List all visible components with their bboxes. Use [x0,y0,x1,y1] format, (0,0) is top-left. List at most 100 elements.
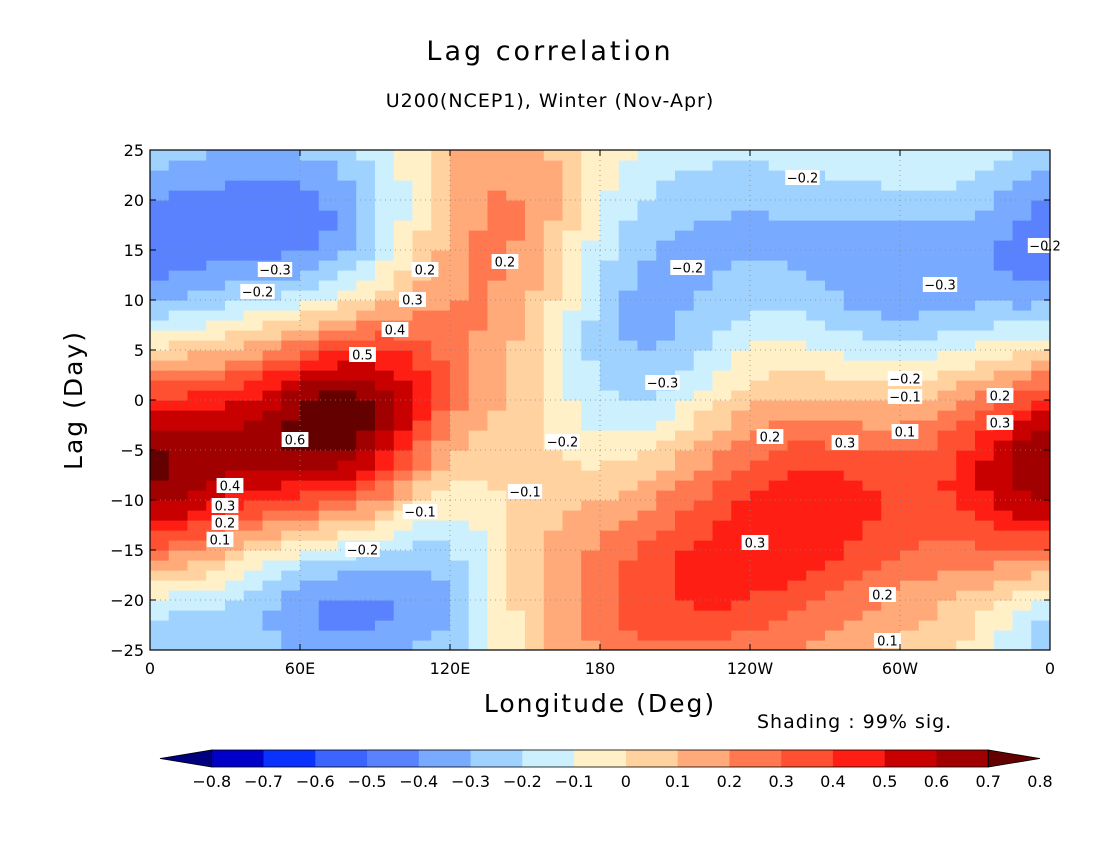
heat-cell [356,640,376,650]
heat-cell [412,320,432,331]
heat-cell [318,290,339,301]
heat-cell [600,170,620,181]
heat-cell [750,240,770,251]
heat-cell [693,240,714,251]
heat-cell [487,550,507,561]
heat-cell [393,150,414,161]
heat-cell [806,490,826,501]
heat-cell [993,350,1014,361]
heat-cell [750,260,770,271]
heat-cell [993,260,1014,271]
heat-cell [843,210,864,221]
heat-cell [581,230,601,241]
heat-cell [187,360,207,371]
heat-cell [581,460,601,471]
heat-cell [731,590,751,601]
heat-cell [487,630,507,641]
heat-cell [656,500,676,511]
heat-cell [993,250,1014,261]
heat-cell [918,520,939,531]
heat-cell [168,200,189,211]
heat-cell [150,410,170,421]
heat-cell [937,310,957,321]
heat-cell [675,360,695,371]
heat-cell [1031,370,1050,381]
heat-cell [356,470,376,481]
heat-cell [656,600,676,611]
heat-cell [731,540,751,551]
heat-cell [337,330,357,341]
heat-cell [1031,360,1050,371]
heat-cell [993,450,1014,461]
heat-cell [975,320,995,331]
heat-cell [506,380,526,391]
heat-cell [281,630,301,641]
heat-cell [581,320,601,331]
heat-cell [150,530,170,541]
heat-cell [1031,490,1050,501]
heat-cell [525,540,545,551]
heat-cell [900,260,920,271]
heat-cell [168,620,189,631]
heat-cell [862,330,882,341]
heat-cell [787,590,807,601]
heat-cell [731,340,751,351]
heat-cell [843,360,864,371]
heat-cell [750,180,770,191]
heat-cell [562,150,582,161]
heat-cell [975,590,995,601]
heat-cell [806,390,826,401]
heat-cell [918,370,939,381]
heat-cell [468,200,489,211]
heat-cell [243,390,264,401]
contour-label-text: 0.4 [220,480,241,495]
heat-cell [937,230,957,241]
heat-cell [825,550,845,561]
contour-label-box [281,432,309,447]
heat-cell [525,520,545,531]
heat-cell [900,640,920,650]
heat-cell [356,480,376,491]
contour-label-text: 0.6 [285,434,306,449]
heat-cell [956,640,976,650]
heat-cell [281,300,301,311]
heat-cell [168,210,189,221]
heat-cell [543,630,564,641]
heat-cell [543,600,564,611]
heat-cell [168,240,189,251]
heat-cell [337,380,357,391]
heat-cell [450,530,470,541]
heat-cell [337,300,357,311]
heat-cell [168,180,189,191]
heat-cell [900,480,920,491]
heat-cell [1012,470,1032,481]
colorbar-frame [211,749,989,768]
heat-cell [787,360,807,371]
heat-cell [693,250,714,261]
contour-label-box [545,434,580,449]
heat-cell [581,150,601,161]
heat-cell [862,390,882,401]
heat-cell [431,300,451,311]
contour-label: 0.6 [281,432,309,449]
heat-cell [431,160,451,171]
heat-cell [637,430,657,441]
heat-cell [187,330,207,341]
heat-cell [562,280,582,291]
heat-cell [562,590,582,601]
heat-cell [375,370,395,381]
contour-label-text: −0.2 [1029,240,1061,255]
heat-cell [412,310,432,321]
heat-cell [768,240,789,251]
heat-cell [281,360,301,371]
heat-cell [300,620,320,631]
heat-cell [281,520,301,531]
heat-cell [900,190,920,201]
heat-cell [562,290,582,301]
contour-label-box [507,484,543,499]
heat-cell [693,170,714,181]
heat-cell [731,180,751,191]
heat-cell [1031,270,1050,281]
heat-cell [262,240,282,251]
heat-cell [300,180,320,191]
